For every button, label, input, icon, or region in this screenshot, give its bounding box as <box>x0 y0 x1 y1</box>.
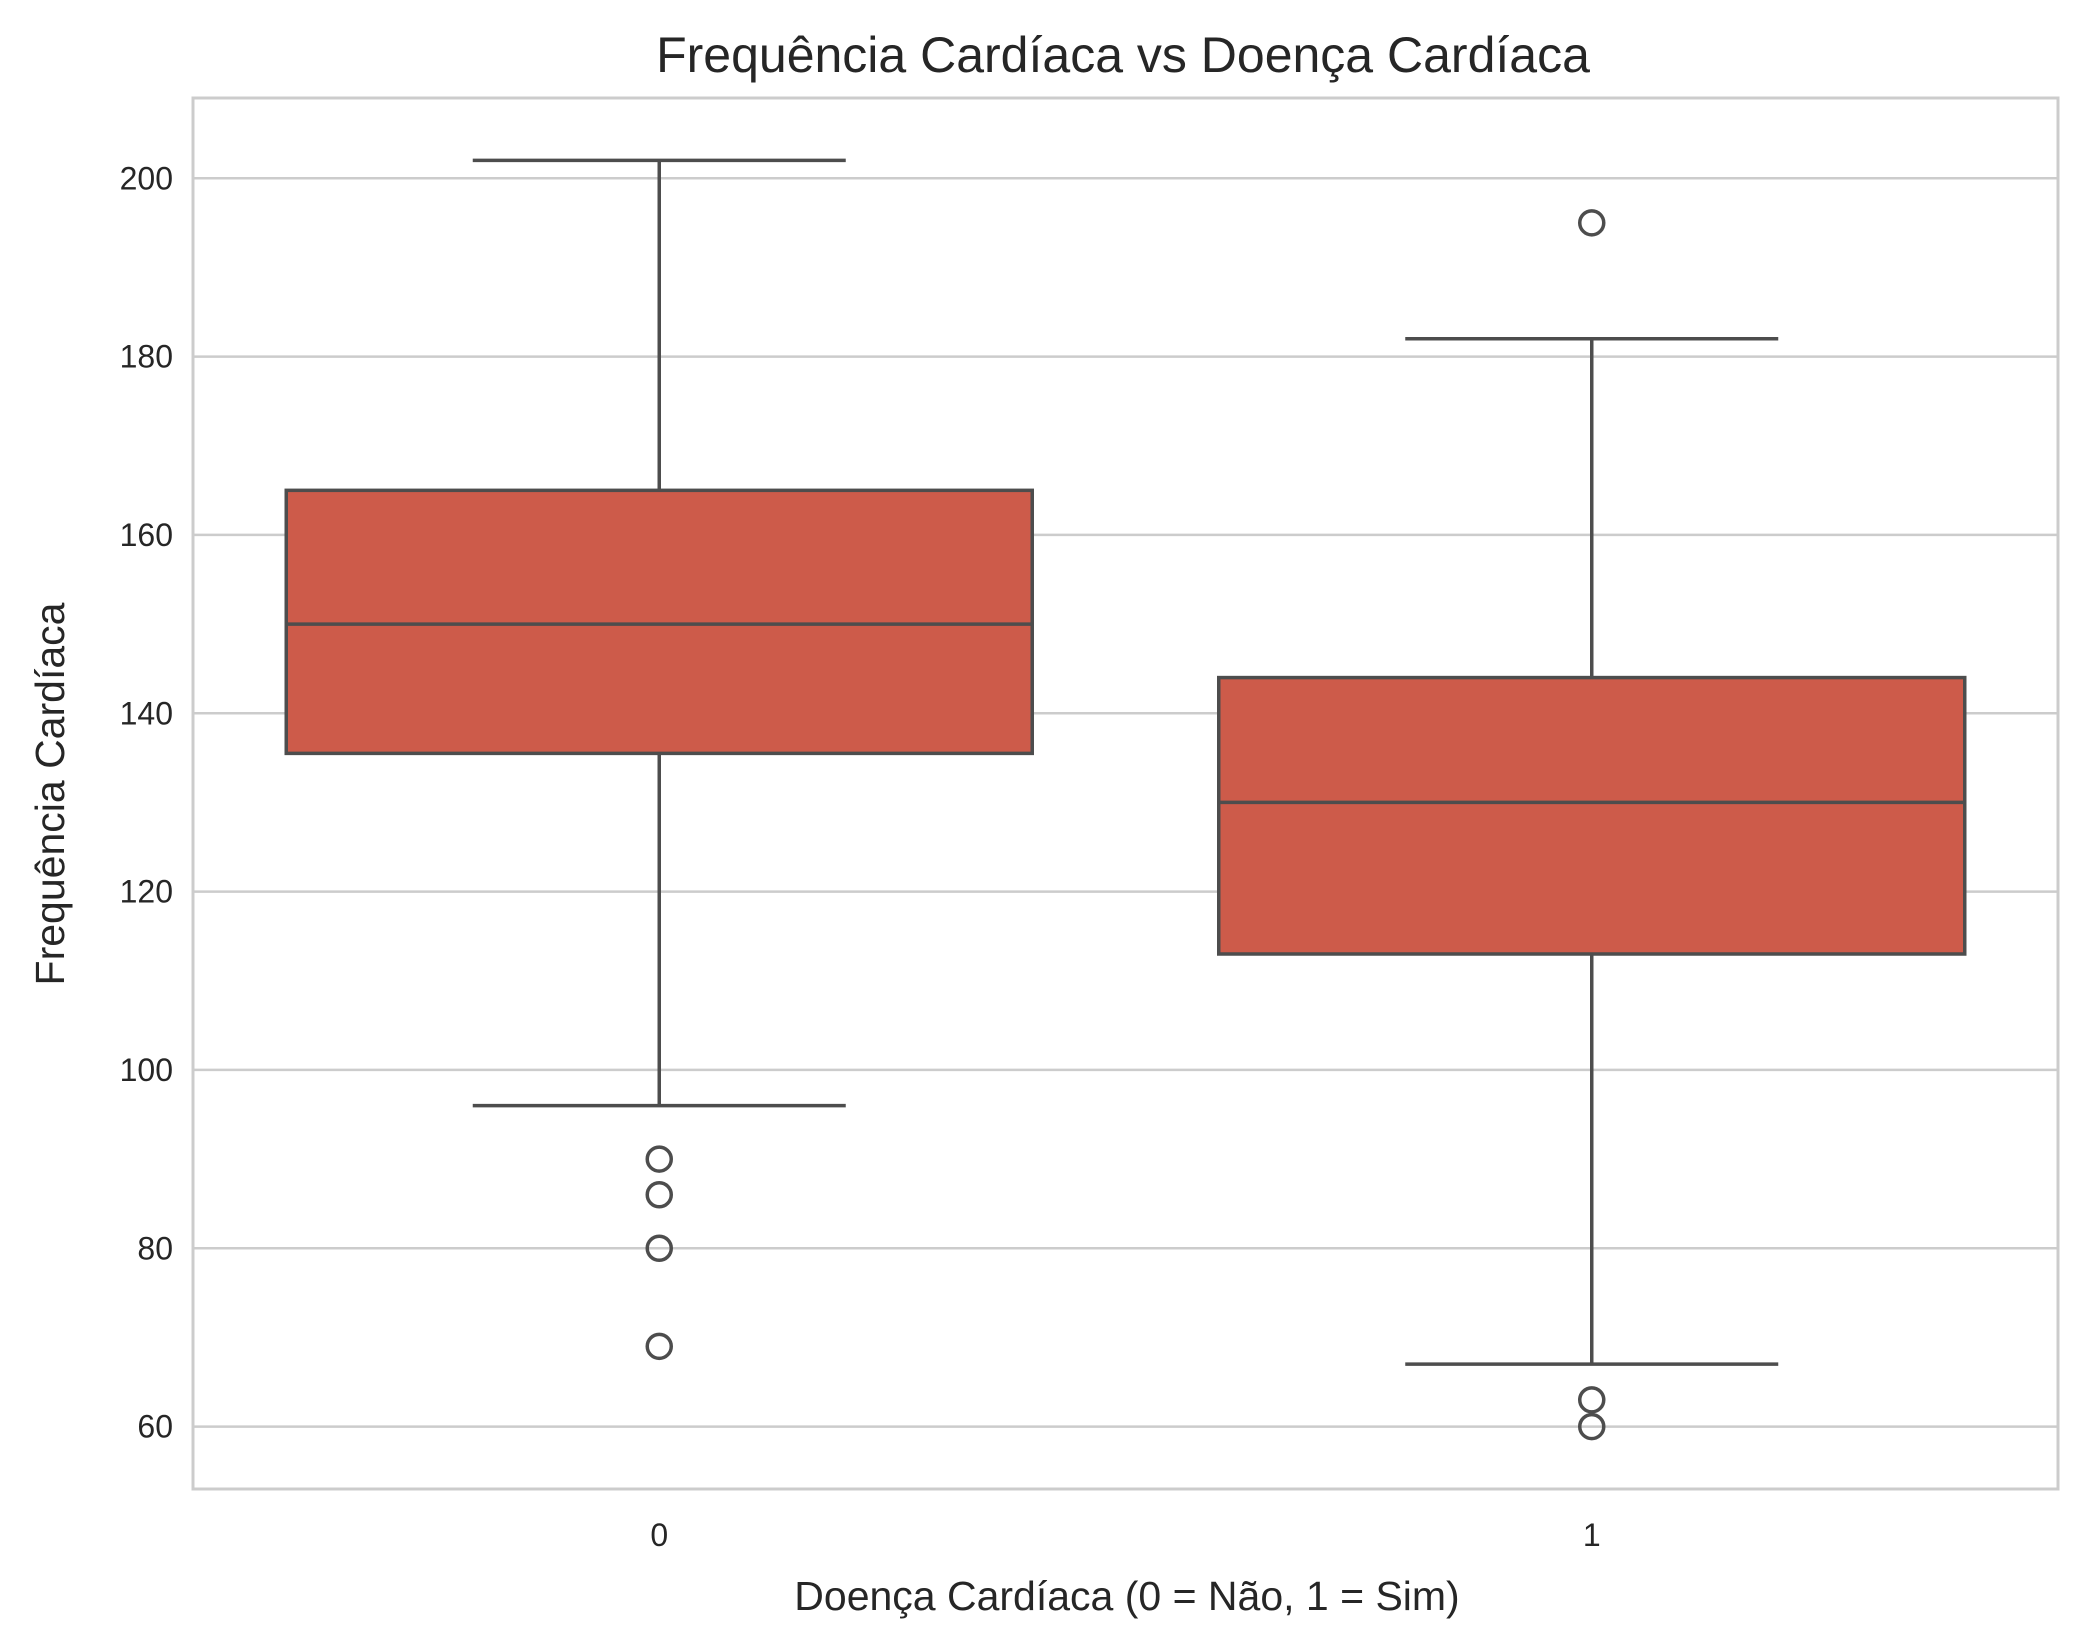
plot-frame <box>191 96 2060 1491</box>
box-iqr <box>1217 675 1967 956</box>
outlier-point <box>1578 1412 1606 1441</box>
x-tick-label: 1 <box>1583 1517 1601 1553</box>
chart-title: Frequência Cardíaca vs Doença Cardíaca <box>656 27 1590 83</box>
y-tick-label: 180 <box>120 339 173 375</box>
y-tick-label: 160 <box>120 517 173 553</box>
plot-area <box>284 158 1967 1441</box>
y-tick-label: 100 <box>120 1052 173 1088</box>
outlier-point <box>1578 1386 1606 1414</box>
y-axis-ticks: 60 80 100 120 140 160 180 200 <box>120 160 173 1444</box>
x-tick-label: 0 <box>650 1517 668 1553</box>
outlier-point <box>645 1332 673 1361</box>
x-axis-label: Doença Cardíaca (0 = Não, 1 = Sim) <box>794 1573 1459 1619</box>
y-tick-label: 80 <box>137 1230 173 1266</box>
outlier-point <box>645 1145 673 1173</box>
outlier-point <box>645 1234 673 1262</box>
box-group <box>1217 209 1967 1441</box>
y-tick-label: 140 <box>120 695 173 731</box>
y-tick-label: 60 <box>137 1409 173 1445</box>
outlier-point <box>1578 209 1606 237</box>
box-iqr <box>284 488 1034 756</box>
y-tick-label: 120 <box>120 874 173 910</box>
y-axis-label: Frequência Cardíaca <box>27 602 73 985</box>
box-group <box>284 158 1034 1361</box>
outlier-point <box>645 1181 673 1209</box>
y-tick-label: 200 <box>120 160 173 196</box>
